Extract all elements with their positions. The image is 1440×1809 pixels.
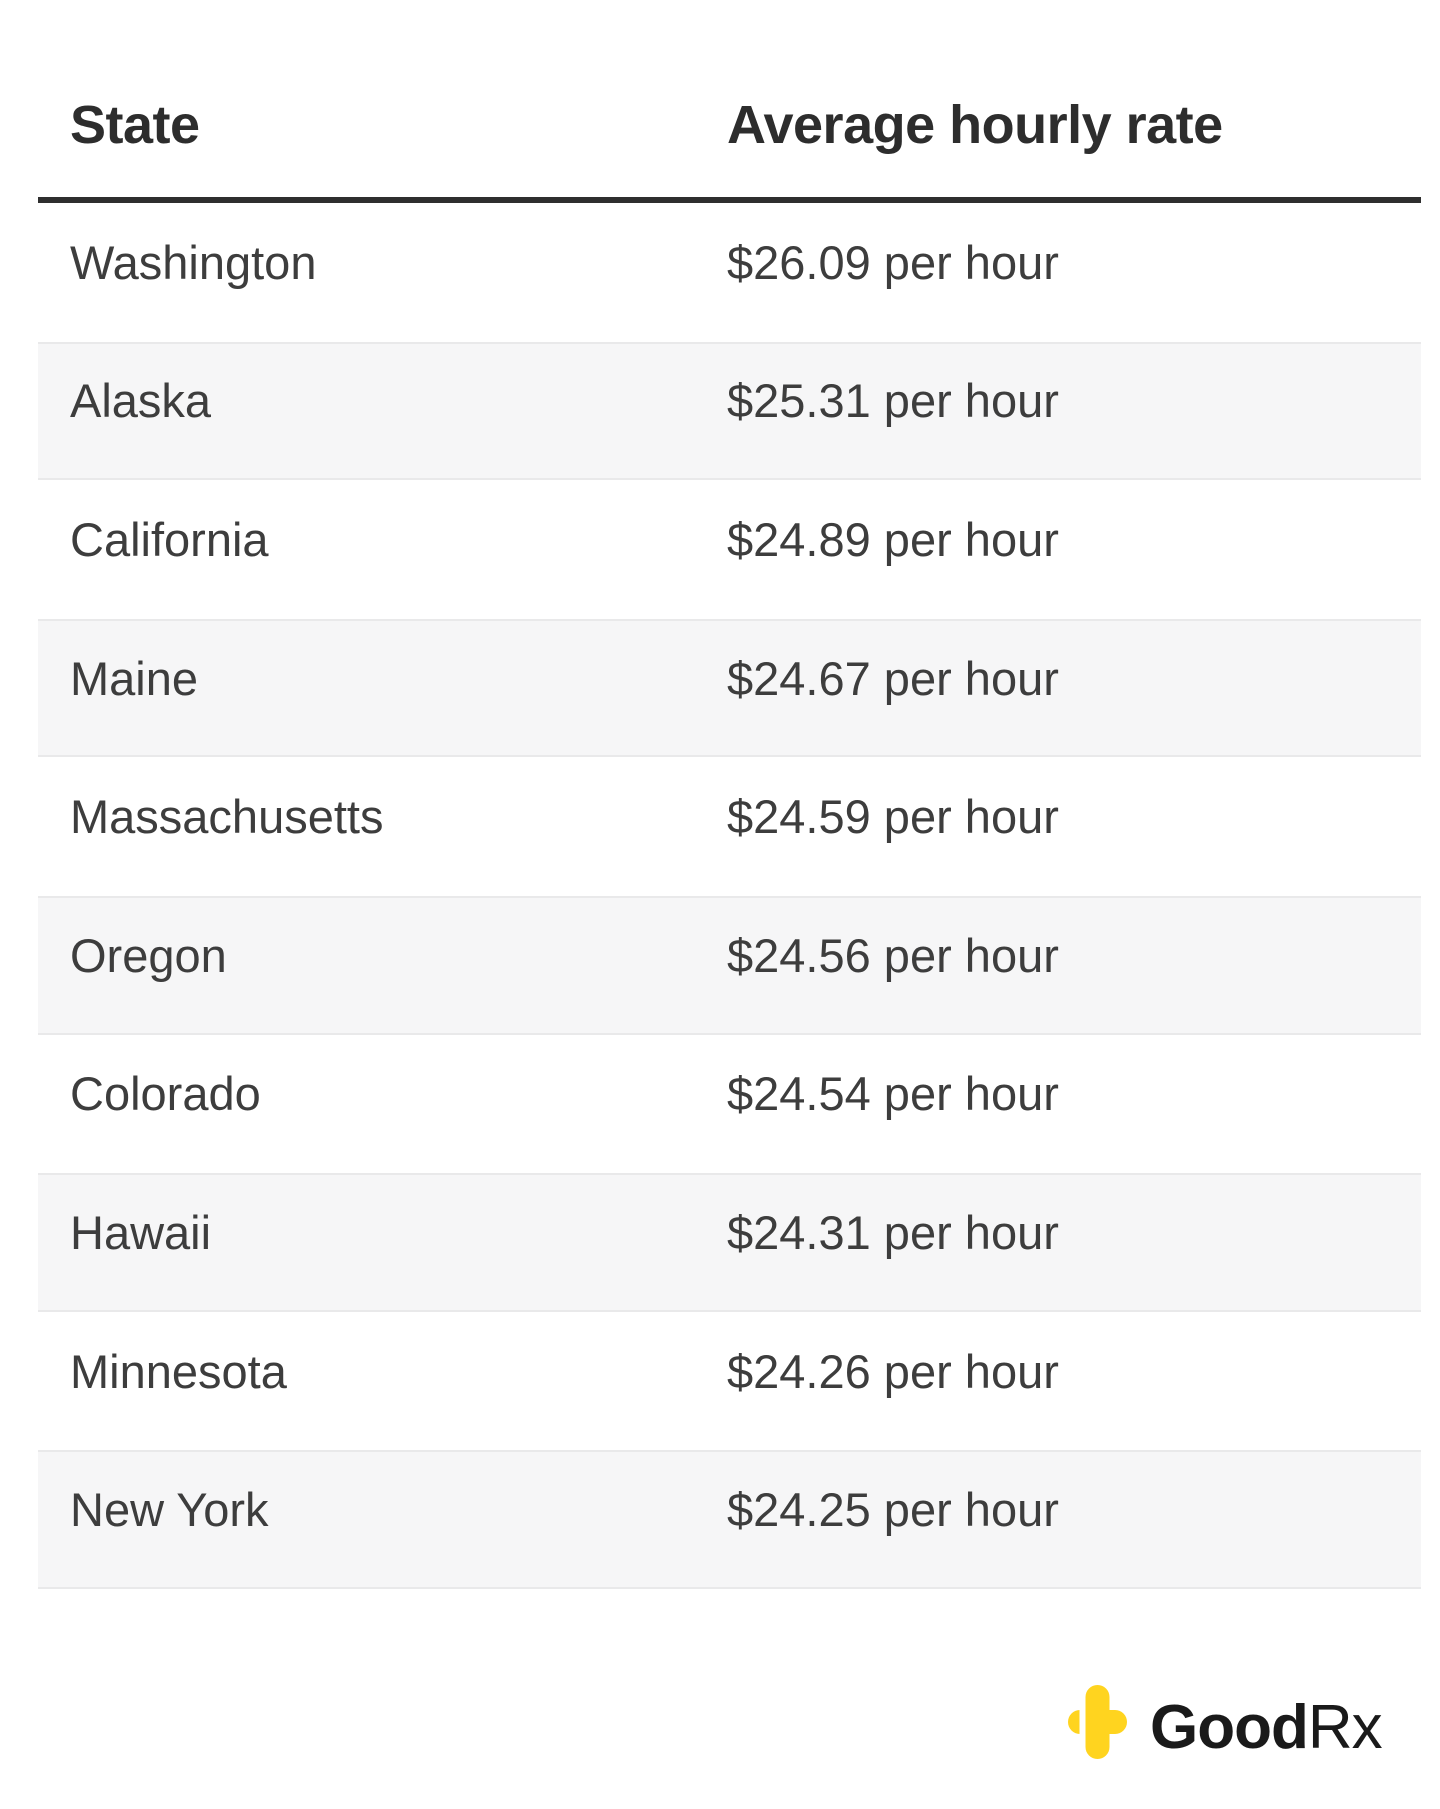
rate-cell: $26.09 per hour <box>727 235 1059 289</box>
table-row: Maine $24.67 per hour <box>38 618 1421 758</box>
column-header-rate: Average hourly rate <box>727 95 1223 155</box>
state-cell: New York <box>70 1483 269 1537</box>
state-cell: Washington <box>70 235 317 289</box>
header-divider-rule <box>38 197 1421 203</box>
state-cell: Oregon <box>70 928 227 982</box>
table-row: New York $24.25 per hour <box>38 1450 1421 1589</box>
rate-cell: $24.31 per hour <box>727 1205 1059 1259</box>
rate-cell: $24.67 per hour <box>727 651 1059 705</box>
rate-cell: $25.31 per hour <box>727 374 1059 428</box>
state-cell: Colorado <box>70 1067 261 1121</box>
rate-cell: $24.26 per hour <box>727 1344 1059 1398</box>
rate-cell: $24.54 per hour <box>727 1067 1059 1121</box>
goodrx-logo: GoodRx <box>1068 1685 1383 1762</box>
rate-cell: $24.59 per hour <box>727 790 1059 844</box>
rate-cell: $24.56 per hour <box>727 928 1059 982</box>
state-cell: California <box>70 512 269 566</box>
rate-cell: $24.25 per hour <box>727 1483 1059 1537</box>
table-header-row: State Average hourly rate <box>38 57 1421 197</box>
goodrx-wordmark: GoodRx <box>1150 1692 1383 1763</box>
table-row: Oregon $24.56 per hour <box>38 895 1421 1035</box>
table-row: California $24.89 per hour <box>38 480 1421 619</box>
state-cell: Maine <box>70 651 199 705</box>
goodrx-wordmark-good: Good <box>1150 1692 1309 1762</box>
table-row: Alaska $25.31 per hour <box>38 341 1421 481</box>
table-row: Hawaii $24.31 per hour <box>38 1173 1421 1312</box>
state-cell: Alaska <box>70 374 212 428</box>
goodrx-wordmark-rx: Rx <box>1307 1692 1383 1762</box>
goodrx-cross-icon <box>1068 1685 1127 1759</box>
column-header-state: State <box>70 95 200 155</box>
state-cell: Hawaii <box>70 1205 212 1259</box>
hourly-rate-table: State Average hourly rate Washington $26… <box>38 57 1421 1589</box>
table-row: Washington $26.09 per hour <box>38 203 1421 342</box>
state-cell: Minnesota <box>70 1344 287 1398</box>
rate-cell: $24.89 per hour <box>727 512 1059 566</box>
state-cell: Massachusetts <box>70 790 384 844</box>
table-row: Massachusetts $24.59 per hour <box>38 757 1421 896</box>
table-row: Minnesota $24.26 per hour <box>38 1312 1421 1451</box>
table-row: Colorado $24.54 per hour <box>38 1035 1421 1174</box>
